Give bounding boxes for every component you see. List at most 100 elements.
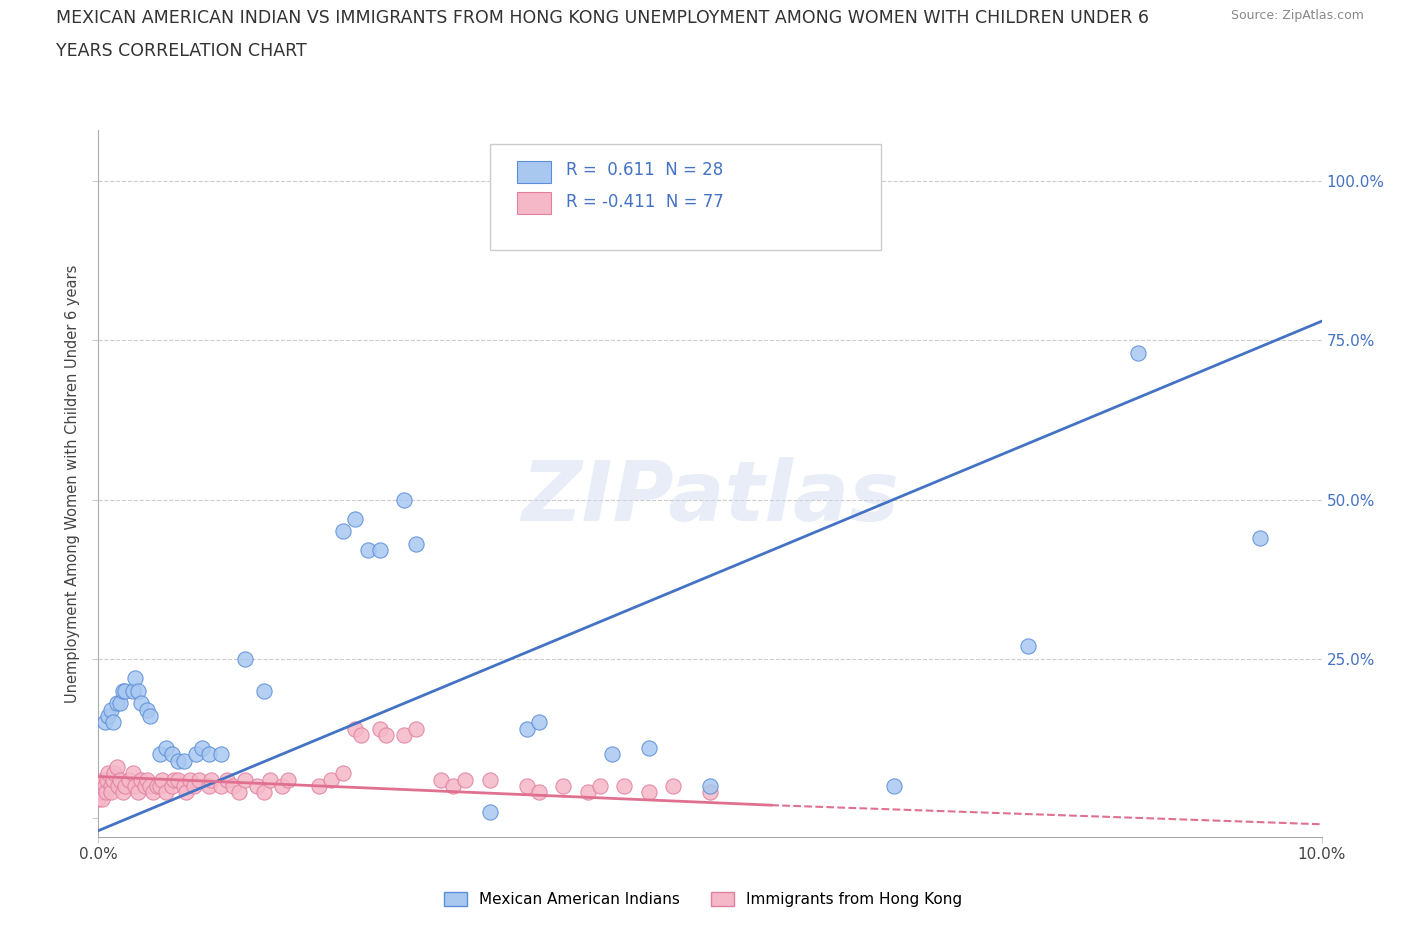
Point [129, 772, 152, 787]
Point [222, 778, 245, 793]
Point [405, 722, 427, 737]
Text: R = -0.411  N = 77: R = -0.411 N = 77 [565, 193, 724, 211]
Point [155, 785, 177, 800]
Point [527, 785, 550, 800]
Point [134, 778, 156, 793]
Point [454, 772, 477, 787]
Point [142, 785, 165, 800]
Point [97, 766, 120, 781]
Point [374, 727, 396, 742]
Point [139, 778, 162, 793]
Point [173, 753, 195, 768]
Point [883, 778, 905, 793]
Point [662, 778, 685, 793]
Point [149, 778, 172, 793]
Point [160, 747, 183, 762]
Point [90, 778, 112, 793]
Point [319, 772, 342, 787]
Point [100, 785, 122, 800]
Text: YEARS CORRELATION CHART: YEARS CORRELATION CHART [56, 42, 307, 60]
Point [197, 747, 219, 762]
Point [356, 543, 378, 558]
Point [114, 684, 136, 698]
Legend: Mexican American Indians, Immigrants from Hong Kong: Mexican American Indians, Immigrants fro… [439, 885, 967, 913]
Point [441, 778, 464, 793]
Point [91, 785, 114, 800]
Point [233, 772, 256, 787]
Point [259, 772, 281, 787]
Point [124, 778, 146, 793]
Point [87, 785, 110, 800]
Point [1017, 639, 1039, 654]
Point [187, 772, 209, 787]
Point [96, 772, 118, 787]
Point [430, 772, 453, 787]
Point [246, 778, 269, 793]
Point [589, 778, 612, 793]
Point [392, 727, 416, 742]
Point [139, 709, 162, 724]
Point [93, 715, 115, 730]
Point [368, 543, 391, 558]
Point [186, 747, 208, 762]
Point [308, 778, 330, 793]
Point [136, 772, 159, 787]
Point [699, 778, 721, 793]
Point [699, 785, 721, 800]
Point [516, 778, 538, 793]
Point [183, 778, 205, 793]
Point [600, 747, 623, 762]
Point [553, 778, 575, 793]
Point [228, 785, 250, 800]
FancyBboxPatch shape [517, 193, 551, 214]
Point [344, 512, 367, 526]
Point [252, 785, 274, 800]
Point [173, 778, 195, 793]
Point [576, 785, 599, 800]
Y-axis label: Unemployment Among Women with Children Under 6 years: Unemployment Among Women with Children U… [65, 264, 80, 703]
Point [87, 778, 110, 793]
Point [101, 715, 124, 730]
Point [111, 684, 134, 698]
Point [124, 671, 146, 685]
Text: ZIPatlas: ZIPatlas [522, 458, 898, 538]
Point [191, 740, 214, 755]
Point [392, 492, 416, 507]
FancyBboxPatch shape [517, 161, 551, 182]
Point [197, 778, 219, 793]
Point [129, 696, 152, 711]
Point [110, 772, 132, 787]
Point [107, 778, 129, 793]
Point [233, 651, 256, 666]
Point [252, 684, 274, 698]
Point [176, 785, 198, 800]
Point [105, 696, 128, 711]
Point [613, 778, 636, 793]
Point [100, 778, 122, 793]
Point [209, 747, 232, 762]
Point [215, 772, 238, 787]
Point [167, 772, 190, 787]
Point [332, 766, 354, 781]
Point [163, 772, 186, 787]
Point [332, 524, 354, 538]
Point [155, 740, 177, 755]
Point [478, 804, 501, 819]
Point [209, 778, 232, 793]
Point [146, 778, 169, 793]
Point [127, 785, 149, 800]
Point [91, 791, 114, 806]
Point [121, 766, 143, 781]
Text: R =  0.611  N = 28: R = 0.611 N = 28 [565, 161, 723, 179]
Point [121, 684, 143, 698]
Point [114, 778, 136, 793]
Point [167, 753, 190, 768]
Text: MEXICAN AMERICAN INDIAN VS IMMIGRANTS FROM HONG KONG UNEMPLOYMENT AMONG WOMEN WI: MEXICAN AMERICAN INDIAN VS IMMIGRANTS FR… [56, 9, 1149, 27]
Point [127, 684, 149, 698]
Point [94, 785, 117, 800]
Point [478, 772, 501, 787]
Point [101, 772, 124, 787]
Point [1128, 346, 1150, 361]
Point [270, 778, 294, 793]
FancyBboxPatch shape [489, 144, 882, 250]
